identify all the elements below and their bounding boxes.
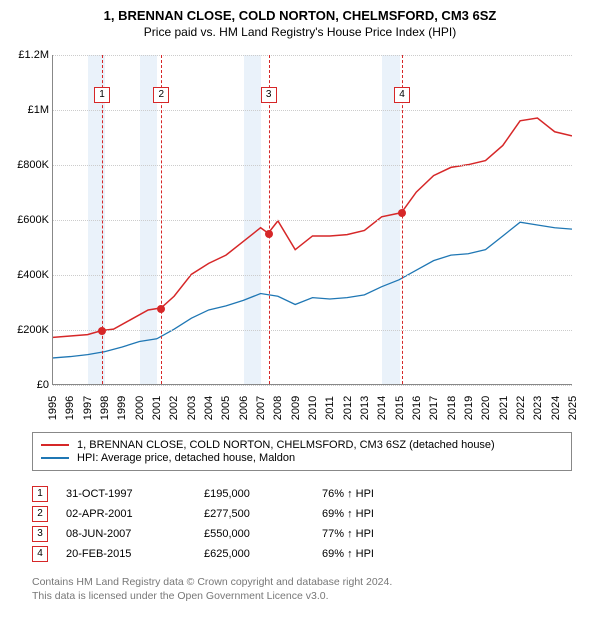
marker-box: 3 [261, 87, 277, 103]
transaction-date: 31-OCT-1997 [66, 488, 186, 500]
page-root: 1, BRENNAN CLOSE, COLD NORTON, CHELMSFOR… [0, 0, 600, 620]
y-axis-label: £600K [17, 214, 49, 226]
transaction-pct: 69% ↑ HPI [322, 548, 432, 560]
table-row: 4 20-FEB-2015 £625,000 69% ↑ HPI [32, 546, 572, 562]
x-axis-label: 2025 [567, 396, 579, 420]
gridline [53, 330, 572, 331]
y-axis-label: £200K [17, 324, 49, 336]
series-line-hpi [53, 222, 572, 358]
transaction-date: 08-JUN-2007 [66, 528, 186, 540]
x-axis-label: 2018 [446, 396, 458, 420]
x-axis-label: 2020 [480, 396, 492, 420]
x-axis-label: 1995 [47, 396, 59, 420]
x-axis-label: 2000 [134, 396, 146, 420]
x-axis-label: 2021 [498, 396, 510, 420]
x-axis-label: 2019 [463, 396, 475, 420]
marker-box: 2 [153, 87, 169, 103]
marker-box: 1 [94, 87, 110, 103]
transaction-price: £195,000 [204, 488, 304, 500]
y-axis-label: £400K [17, 269, 49, 281]
x-axis-label: 2007 [255, 396, 267, 420]
marker-box: 2 [32, 506, 48, 522]
x-axis-label: 2014 [376, 396, 388, 420]
table-row: 1 31-OCT-1997 £195,000 76% ↑ HPI [32, 486, 572, 502]
gridline [53, 220, 572, 221]
y-axis-label: £1M [28, 104, 49, 116]
footer-line-1: Contains HM Land Registry data © Crown c… [32, 575, 572, 589]
x-axis-label: 1999 [116, 396, 128, 420]
x-axis-label: 2010 [307, 396, 319, 420]
legend-swatch [41, 457, 69, 459]
transaction-date: 02-APR-2001 [66, 508, 186, 520]
legend-label: HPI: Average price, detached house, Mald… [77, 452, 295, 464]
legend-label: 1, BRENNAN CLOSE, COLD NORTON, CHELMSFOR… [77, 439, 495, 451]
transaction-pct: 76% ↑ HPI [322, 488, 432, 500]
gridline [53, 385, 572, 386]
marker-line [161, 55, 162, 384]
x-axis-label: 2011 [324, 396, 336, 420]
x-axis-label: 2017 [428, 396, 440, 420]
x-axis-label: 2006 [238, 396, 250, 420]
legend-item-hpi: HPI: Average price, detached house, Mald… [41, 452, 563, 464]
transaction-price: £277,500 [204, 508, 304, 520]
gridline [53, 275, 572, 276]
x-axis-label: 2003 [186, 396, 198, 420]
marker-line [269, 55, 270, 384]
marker-dot [398, 209, 406, 217]
x-axis-label: 1998 [99, 396, 111, 420]
chart-title: 1, BRENNAN CLOSE, COLD NORTON, CHELMSFOR… [0, 8, 600, 23]
marker-box: 1 [32, 486, 48, 502]
marker-dot [98, 327, 106, 335]
x-axis-label: 2016 [411, 396, 423, 420]
gridline [53, 165, 572, 166]
gridline [53, 110, 572, 111]
marker-box: 4 [32, 546, 48, 562]
footer: Contains HM Land Registry data © Crown c… [32, 575, 572, 603]
transaction-table: 1 31-OCT-1997 £195,000 76% ↑ HPI 2 02-APR-200… [32, 482, 572, 566]
x-axis-label: 2024 [550, 396, 562, 420]
x-axis-label: 2002 [168, 396, 180, 420]
y-axis-label: £1.2M [18, 49, 49, 61]
x-axis-label: 2008 [272, 396, 284, 420]
legend-swatch [41, 444, 69, 446]
marker-line [402, 55, 403, 384]
marker-box: 3 [32, 526, 48, 542]
chart-subtitle: Price paid vs. HM Land Registry's House … [0, 25, 600, 39]
x-axis-label: 2004 [203, 396, 215, 420]
transaction-date: 20-FEB-2015 [66, 548, 186, 560]
x-axis-label: 2012 [342, 396, 354, 420]
x-axis-label: 2022 [515, 396, 527, 420]
x-axis-label: 1997 [82, 396, 94, 420]
transaction-pct: 77% ↑ HPI [322, 528, 432, 540]
marker-box: 4 [394, 87, 410, 103]
legend: 1, BRENNAN CLOSE, COLD NORTON, CHELMSFOR… [32, 432, 572, 471]
y-axis-label: £0 [37, 379, 49, 391]
chart-area: £0£200K£400K£600K£800K£1M£1.2M1995199619… [52, 55, 572, 385]
legend-item-property: 1, BRENNAN CLOSE, COLD NORTON, CHELMSFOR… [41, 439, 563, 451]
x-axis-label: 2001 [151, 396, 163, 420]
transaction-price: £625,000 [204, 548, 304, 560]
table-row: 2 02-APR-2001 £277,500 69% ↑ HPI [32, 506, 572, 522]
x-axis-label: 2015 [394, 396, 406, 420]
series-line-property [53, 118, 572, 337]
gridline [53, 55, 572, 56]
y-axis-label: £800K [17, 159, 49, 171]
transaction-pct: 69% ↑ HPI [322, 508, 432, 520]
x-axis-label: 2005 [220, 396, 232, 420]
footer-line-2: This data is licensed under the Open Gov… [32, 589, 572, 603]
x-axis-label: 1996 [64, 396, 76, 420]
transaction-price: £550,000 [204, 528, 304, 540]
marker-dot [265, 230, 273, 238]
table-row: 3 08-JUN-2007 £550,000 77% ↑ HPI [32, 526, 572, 542]
x-axis-label: 2013 [359, 396, 371, 420]
title-block: 1, BRENNAN CLOSE, COLD NORTON, CHELMSFOR… [0, 0, 600, 39]
x-axis-label: 2009 [290, 396, 302, 420]
x-axis-label: 2023 [532, 396, 544, 420]
marker-dot [157, 305, 165, 313]
